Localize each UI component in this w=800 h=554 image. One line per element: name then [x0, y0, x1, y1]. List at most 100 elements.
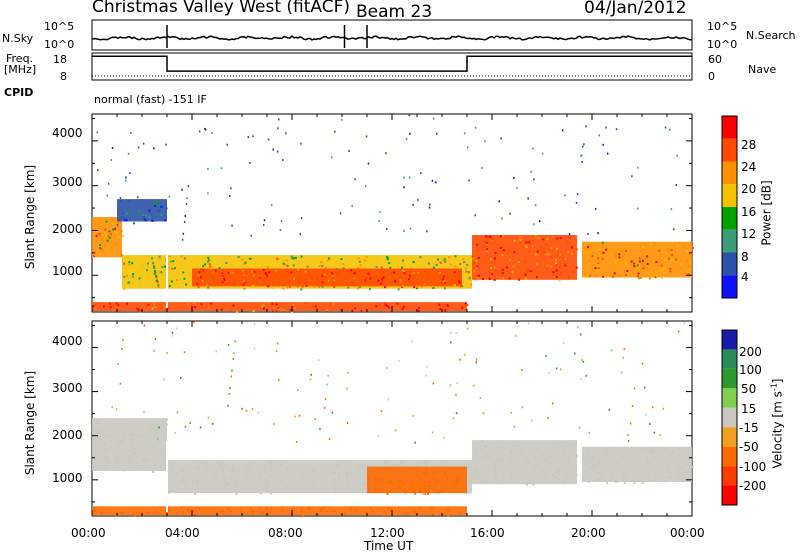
power-scatter [106, 194, 109, 197]
vel-scatter [641, 362, 644, 365]
vel-speckle [452, 476, 455, 479]
vel-scatter [331, 411, 334, 414]
vel-speckle [270, 508, 273, 510]
power-speckle [243, 274, 246, 277]
power-speckle [441, 278, 444, 281]
vel-scatter [276, 342, 279, 345]
vel-speckle [266, 488, 269, 491]
vel-speckle [626, 472, 629, 475]
vel-speckle [606, 468, 609, 470]
power-speckle [300, 255, 303, 258]
power-speckle [588, 276, 591, 279]
power-speckle [409, 270, 412, 273]
vel-speckle [121, 419, 124, 422]
vel-speckle [261, 512, 264, 515]
vel-speckle [403, 481, 406, 484]
power-scatter [153, 147, 155, 150]
power-speckle [688, 254, 691, 256]
power-scatter [605, 126, 607, 129]
power-speckle [688, 268, 691, 271]
vel-scatter [377, 435, 380, 438]
power-speckle [127, 281, 130, 284]
power-speckle [104, 228, 107, 231]
power-speckle [380, 282, 382, 285]
vel-scatter [317, 359, 320, 362]
vel-speckle [600, 474, 602, 477]
power-speckle [383, 286, 386, 289]
vel-scatter [179, 376, 182, 379]
power-speckle [94, 307, 97, 310]
power-scatter [673, 228, 675, 231]
vel-scatter [253, 323, 256, 326]
power-speckle [110, 233, 113, 236]
vel-speckle [123, 469, 125, 472]
power-cb-tick-8: 8 [741, 250, 749, 264]
vel-speckle [321, 507, 323, 510]
vel-speckle [116, 461, 119, 464]
vel-speckle [338, 475, 340, 478]
vel-scatter [629, 422, 632, 425]
vel-speckle [265, 507, 268, 510]
vel-scatter [560, 368, 562, 371]
vel-speckle [179, 481, 182, 484]
vel-speckle [453, 482, 456, 485]
vel-speckle [424, 492, 427, 495]
power-speckle [646, 255, 649, 258]
power-scatter [299, 233, 301, 236]
vel-speckle [383, 515, 386, 517]
vel-speckle [623, 481, 626, 484]
vel-scatter [157, 438, 159, 441]
vel-speckle [533, 456, 536, 459]
power-speckle [542, 238, 545, 241]
vel-speckle [606, 481, 608, 484]
power-speckle [532, 245, 534, 248]
power-speckle [183, 257, 186, 260]
noise-search-label: N.Search [746, 29, 796, 42]
vel-speckle [101, 459, 104, 462]
power-speckle [289, 285, 291, 288]
power-speckle [108, 236, 111, 239]
power-cb-tick-12: 12 [741, 227, 757, 241]
power-scatter [481, 166, 483, 169]
vel-speckle [94, 467, 97, 470]
power-scatter [581, 154, 583, 157]
vel-speckle [615, 461, 618, 464]
vel-scatter [581, 359, 583, 362]
vel-speckle [563, 446, 566, 449]
vel-scatter [588, 431, 590, 434]
power-speckle [566, 241, 569, 244]
vel-speckle [367, 461, 370, 464]
vel-speckle [243, 489, 246, 492]
power-speckle [282, 309, 285, 312]
power-speckle [490, 267, 493, 270]
vel-speckle [309, 473, 312, 476]
vel-speckle [545, 473, 548, 476]
power-speckle [230, 263, 233, 266]
vel-speckle [164, 437, 167, 440]
power-speckle [669, 270, 672, 273]
vel-speckle [514, 476, 517, 479]
power-speckle [314, 305, 317, 308]
vel-speckle [297, 469, 300, 472]
power-speckle [359, 264, 362, 267]
power-scatter [184, 214, 186, 217]
power-scatter [285, 132, 287, 135]
vel-speckle [149, 424, 151, 427]
power-speckle [208, 263, 211, 266]
vel-colorbar-cell [722, 349, 737, 369]
vel-speckle [543, 453, 546, 456]
vel-scatter [510, 411, 512, 414]
vel-speckle [129, 434, 132, 437]
power-speckle [614, 255, 617, 258]
power-speckle [558, 279, 561, 282]
vel-speckle [168, 510, 171, 512]
vel-colorbar-cell [722, 368, 737, 389]
vel-scatter [677, 330, 680, 333]
vel-band-4 [472, 440, 577, 485]
vel-speckle [563, 441, 566, 444]
power-ytick-3000: 3000 [52, 175, 83, 189]
vel-speckle [497, 450, 500, 453]
vel-speckle [181, 470, 183, 472]
vel-speckle [510, 459, 513, 461]
vel-colorbar-cell [722, 485, 737, 505]
